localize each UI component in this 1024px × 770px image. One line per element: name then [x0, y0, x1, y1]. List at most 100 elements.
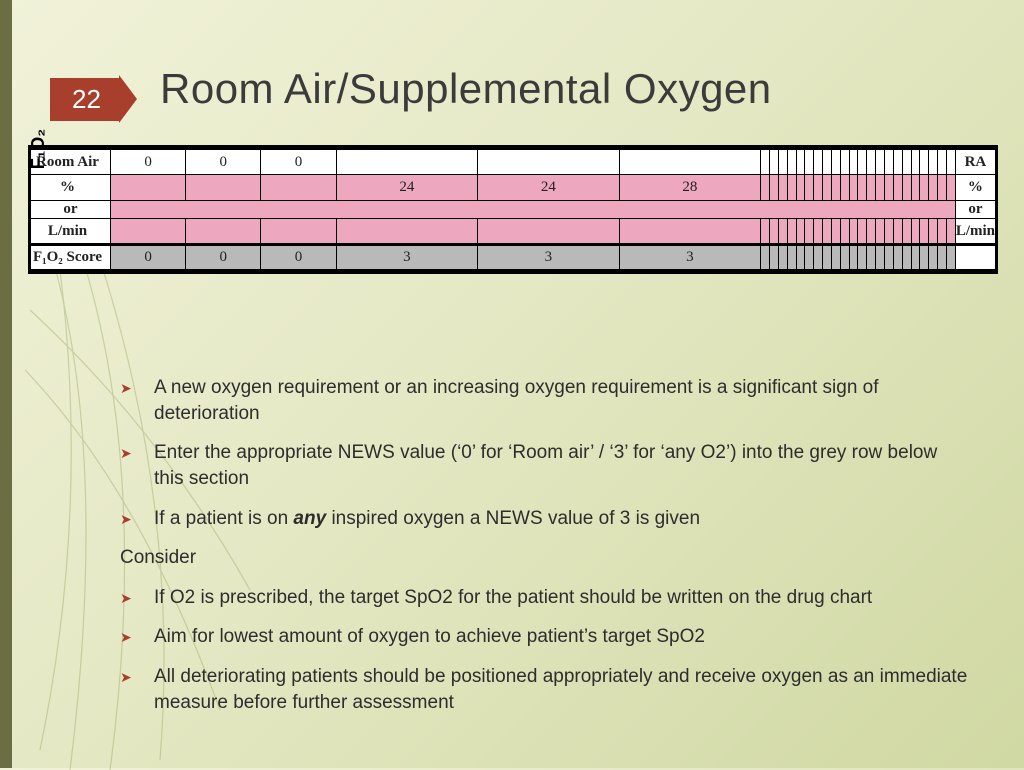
data-cell: 0 — [261, 245, 336, 271]
row-label-left: or — [31, 201, 111, 219]
data-cell — [778, 219, 787, 245]
data-cell — [478, 219, 620, 245]
data-cell — [929, 219, 938, 245]
data-cell — [805, 245, 814, 271]
fio2-chart: F₁O₂ Room Air000RA%242428%ororL/minL/min… — [28, 145, 998, 274]
data-cell — [920, 175, 929, 201]
data-cell — [884, 175, 893, 201]
data-cell — [884, 149, 893, 175]
data-cell — [770, 149, 779, 175]
table-row: Room Air000RA — [31, 149, 996, 175]
data-cell: 24 — [478, 175, 620, 201]
data-cell — [840, 175, 849, 201]
data-cell — [920, 245, 929, 271]
data-cell — [770, 245, 779, 271]
data-cell — [796, 149, 805, 175]
data-cell — [902, 219, 911, 245]
data-cell: 24 — [336, 175, 478, 201]
data-cell — [840, 245, 849, 271]
data-cell — [867, 219, 876, 245]
data-cell — [111, 219, 186, 245]
data-cell — [911, 175, 920, 201]
data-cell — [823, 219, 832, 245]
data-cell — [770, 175, 779, 201]
slide-number: 22 — [50, 78, 119, 121]
data-cell — [814, 219, 823, 245]
table-row: F₁O₂ Score000333 — [31, 245, 996, 271]
data-cell — [823, 175, 832, 201]
data-cell: 3 — [619, 245, 761, 271]
data-cell — [778, 175, 787, 201]
data-cell — [876, 175, 885, 201]
bullet-item: A new oxygen requirement or an increasin… — [120, 375, 970, 426]
data-cell — [831, 175, 840, 201]
data-cell — [849, 245, 858, 271]
slide-number-arrow — [119, 75, 137, 123]
emphasis: any — [293, 508, 326, 529]
data-cell: 0 — [186, 149, 261, 175]
data-cell — [920, 219, 929, 245]
data-cell: 0 — [261, 149, 336, 175]
data-cell — [761, 175, 770, 201]
data-cell — [902, 149, 911, 175]
data-cell — [946, 149, 955, 175]
data-cell — [929, 175, 938, 201]
data-cell: 3 — [336, 245, 478, 271]
data-cell — [920, 149, 929, 175]
data-cell — [186, 175, 261, 201]
data-cell — [796, 175, 805, 201]
data-cell — [893, 149, 902, 175]
data-cell — [902, 175, 911, 201]
data-cell — [336, 219, 478, 245]
data-cell — [938, 245, 947, 271]
data-cell — [858, 175, 867, 201]
slide-number-tag: 22 — [50, 75, 137, 123]
data-cell: 28 — [619, 175, 761, 201]
data-cell — [840, 219, 849, 245]
data-cell — [796, 219, 805, 245]
row-label-right: RA — [955, 149, 995, 175]
data-cell — [814, 149, 823, 175]
bullet-item: Aim for lowest amount of oxygen to achie… — [120, 624, 970, 650]
data-cell: 0 — [111, 245, 186, 271]
row-label-left: F₁O₂ Score — [31, 245, 111, 271]
data-cell: 0 — [186, 245, 261, 271]
page-title: Room Air/Supplemental Oxygen — [160, 65, 772, 113]
bullet-item: All deteriorating patients should be pos… — [120, 664, 970, 715]
data-cell — [805, 219, 814, 245]
data-cell — [911, 245, 920, 271]
data-cell — [929, 245, 938, 271]
spacer-cell — [111, 201, 956, 219]
data-cell — [946, 175, 955, 201]
data-cell — [893, 219, 902, 245]
consider-heading: Consider — [120, 545, 970, 571]
data-cell — [858, 149, 867, 175]
data-cell — [778, 245, 787, 271]
data-cell: 0 — [111, 149, 186, 175]
data-cell — [858, 245, 867, 271]
data-cell: 3 — [478, 245, 620, 271]
data-cell — [787, 219, 796, 245]
left-accent-bar — [0, 0, 12, 768]
data-cell — [946, 219, 955, 245]
data-cell — [778, 149, 787, 175]
row-label-right: % — [955, 175, 995, 201]
data-cell — [770, 219, 779, 245]
data-cell — [911, 219, 920, 245]
row-label-right: or — [955, 201, 995, 219]
data-cell — [761, 245, 770, 271]
data-cell — [867, 245, 876, 271]
bullet-item: If a patient is on any inspired oxygen a… — [120, 506, 970, 532]
fio2-axis-label: F₁O₂ — [28, 109, 49, 189]
table-row: or or — [31, 201, 996, 219]
data-cell — [761, 149, 770, 175]
data-cell — [867, 149, 876, 175]
data-cell — [796, 245, 805, 271]
table-row: L/minL/min — [31, 219, 996, 245]
data-cell — [849, 149, 858, 175]
data-cell — [893, 175, 902, 201]
row-label-left: L/min — [31, 219, 111, 245]
data-cell — [805, 175, 814, 201]
data-cell — [884, 219, 893, 245]
data-cell — [840, 149, 849, 175]
